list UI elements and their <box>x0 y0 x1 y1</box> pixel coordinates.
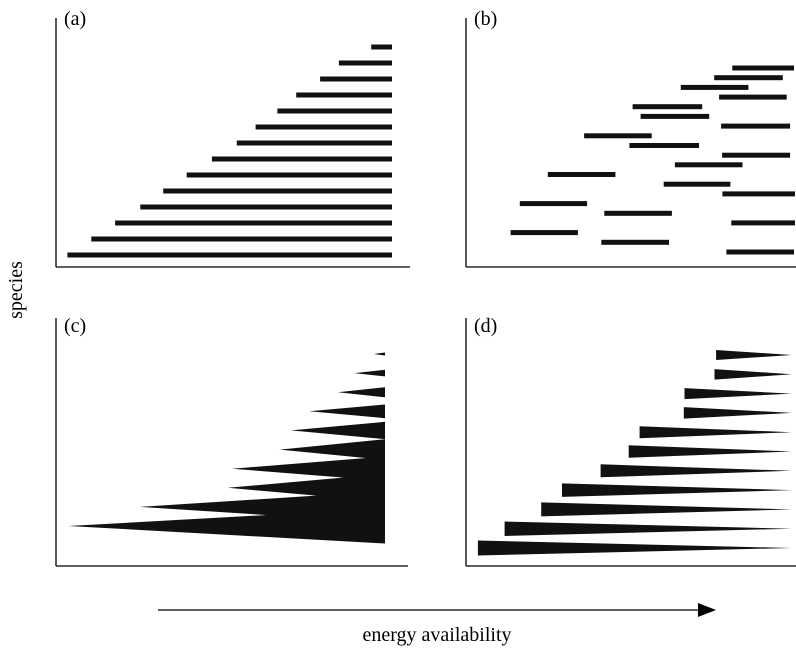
panel-a-species-range-5 <box>277 108 392 114</box>
panel-a-species-range-8 <box>211 156 392 162</box>
panel-d-species-range-11 <box>477 540 792 556</box>
panel-b-species-range-2 <box>714 75 783 81</box>
panel-a: (a) <box>55 8 410 268</box>
y-axis-label: species <box>5 261 27 319</box>
panel-b-species-range-18 <box>510 230 578 236</box>
panel-a-species-range-7 <box>236 140 392 146</box>
panel-a-species-range-13 <box>91 236 393 242</box>
panel-c-species-range-7 <box>232 456 385 481</box>
panel-d-species-range-8 <box>562 483 792 497</box>
panel-a-species-range-10 <box>163 188 392 194</box>
panel-a-species-range-9 <box>186 172 392 178</box>
panel-b-species-range-14 <box>722 191 795 197</box>
panel-d-species-range-7 <box>600 464 792 478</box>
panel-a-species-range-3 <box>320 76 392 82</box>
panel-c-label: (c) <box>64 315 86 337</box>
panel-b-species-range-15 <box>519 201 588 207</box>
panel-a-species-range-2 <box>338 60 392 66</box>
panel-b: (b) <box>465 8 796 268</box>
panel-d-species-range-1 <box>716 350 792 360</box>
panel-d-label: (d) <box>474 315 497 337</box>
panel-a-species-range-4 <box>296 92 392 98</box>
panel-c-species-range-2 <box>354 369 385 377</box>
panel-b-species-range-12 <box>547 172 616 177</box>
panel-b-species-range-10 <box>722 152 791 158</box>
panel-d: (d) <box>465 315 796 567</box>
panel-a-label: (a) <box>64 8 86 30</box>
panel-b-species-range-6 <box>640 113 710 119</box>
panel-b-label: (b) <box>474 8 497 30</box>
panel-b-species-range-19 <box>601 239 669 245</box>
panel-d-species-range-6 <box>628 445 792 458</box>
panel-c-species-range-1 <box>373 352 385 356</box>
panel-b-species-range-16 <box>604 210 672 216</box>
panel-b-species-range-7 <box>721 123 791 129</box>
panel-a-species-range-11 <box>140 204 392 210</box>
panel-a-species-range-1 <box>371 44 392 50</box>
panel-b-species-range-9 <box>629 143 699 148</box>
panel-d-species-range-9 <box>541 502 792 517</box>
panel-b-species-range-13 <box>663 181 731 187</box>
panel-b-species-range-3 <box>680 84 749 90</box>
panel-c: (c) <box>55 315 408 567</box>
panel-a-species-range-14 <box>67 252 393 258</box>
panel-b-species-range-4 <box>719 94 787 100</box>
energy-arrow <box>158 603 716 617</box>
panel-c-species-range-4 <box>309 404 385 419</box>
panel-c-species-range-10 <box>68 508 385 544</box>
panel-c-species-range-5 <box>290 421 385 440</box>
panel-b-species-range-8 <box>584 133 652 139</box>
panel-a-species-range-12 <box>115 220 392 226</box>
panel-d-species-range-2 <box>714 369 792 380</box>
panels-layer: (a) (b) (c) (d) <box>55 8 796 567</box>
panel-b-species-range-5 <box>632 104 703 110</box>
panel-c-species-range-3 <box>338 387 385 398</box>
panel-d-species-range-3 <box>684 388 792 400</box>
panel-b-species-range-1 <box>732 65 794 71</box>
panel-b-species-range-17 <box>731 220 795 226</box>
panel-d-species-range-5 <box>639 426 792 439</box>
panel-b-species-range-11 <box>674 162 743 168</box>
panel-b-species-range-20 <box>726 249 794 255</box>
panel-d-species-range-10 <box>504 521 792 536</box>
energy-arrow-head <box>698 603 716 617</box>
x-axis-label: energy availability <box>362 624 511 646</box>
panel-a-species-range-6 <box>255 124 392 130</box>
panel-c-species-range-6 <box>279 439 385 460</box>
panel-d-species-range-4 <box>683 407 792 419</box>
